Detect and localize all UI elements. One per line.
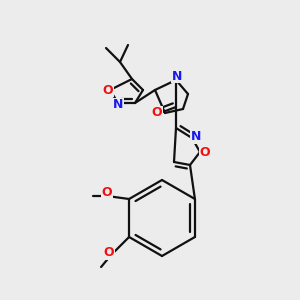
Text: O: O — [200, 146, 210, 158]
Text: N: N — [113, 98, 123, 112]
Text: O: O — [102, 187, 112, 200]
Text: O: O — [104, 247, 114, 260]
Text: O: O — [103, 83, 113, 97]
Text: N: N — [172, 70, 182, 83]
Text: N: N — [191, 130, 201, 143]
Text: O: O — [152, 106, 162, 119]
